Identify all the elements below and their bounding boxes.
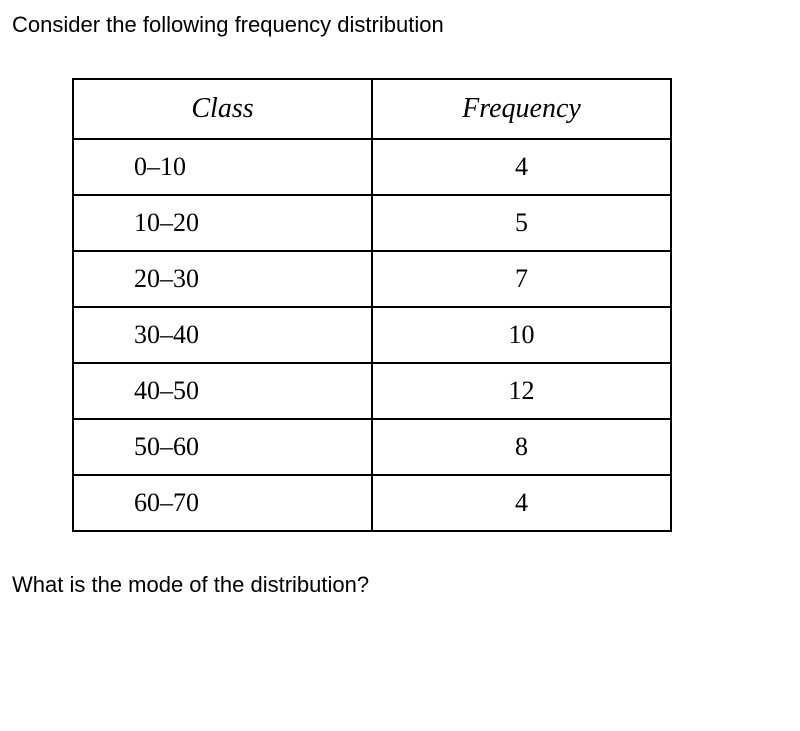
frequency-table: Class Frequency 0–10 4 10–20 5 20–30 7 3… (72, 78, 672, 532)
header-frequency: Frequency (372, 79, 671, 139)
table-header-row: Class Frequency (73, 79, 671, 139)
cell-class: 0–10 (73, 139, 372, 195)
cell-class: 60–70 (73, 475, 372, 531)
cell-class: 10–20 (73, 195, 372, 251)
cell-frequency: 4 (372, 139, 671, 195)
table-row: 40–50 12 (73, 363, 671, 419)
cell-class: 30–40 (73, 307, 372, 363)
table-row: 50–60 8 (73, 419, 671, 475)
cell-class: 50–60 (73, 419, 372, 475)
cell-class: 40–50 (73, 363, 372, 419)
prompt-text: Consider the following frequency distrib… (12, 12, 788, 38)
cell-frequency: 8 (372, 419, 671, 475)
table-row: 30–40 10 (73, 307, 671, 363)
header-class: Class (73, 79, 372, 139)
table-row: 0–10 4 (73, 139, 671, 195)
frequency-table-container: Class Frequency 0–10 4 10–20 5 20–30 7 3… (72, 78, 788, 532)
question-text: What is the mode of the distribution? (12, 572, 788, 598)
cell-frequency: 12 (372, 363, 671, 419)
cell-frequency: 5 (372, 195, 671, 251)
cell-frequency: 10 (372, 307, 671, 363)
cell-frequency: 4 (372, 475, 671, 531)
table-row: 10–20 5 (73, 195, 671, 251)
table-row: 20–30 7 (73, 251, 671, 307)
cell-class: 20–30 (73, 251, 372, 307)
cell-frequency: 7 (372, 251, 671, 307)
table-row: 60–70 4 (73, 475, 671, 531)
